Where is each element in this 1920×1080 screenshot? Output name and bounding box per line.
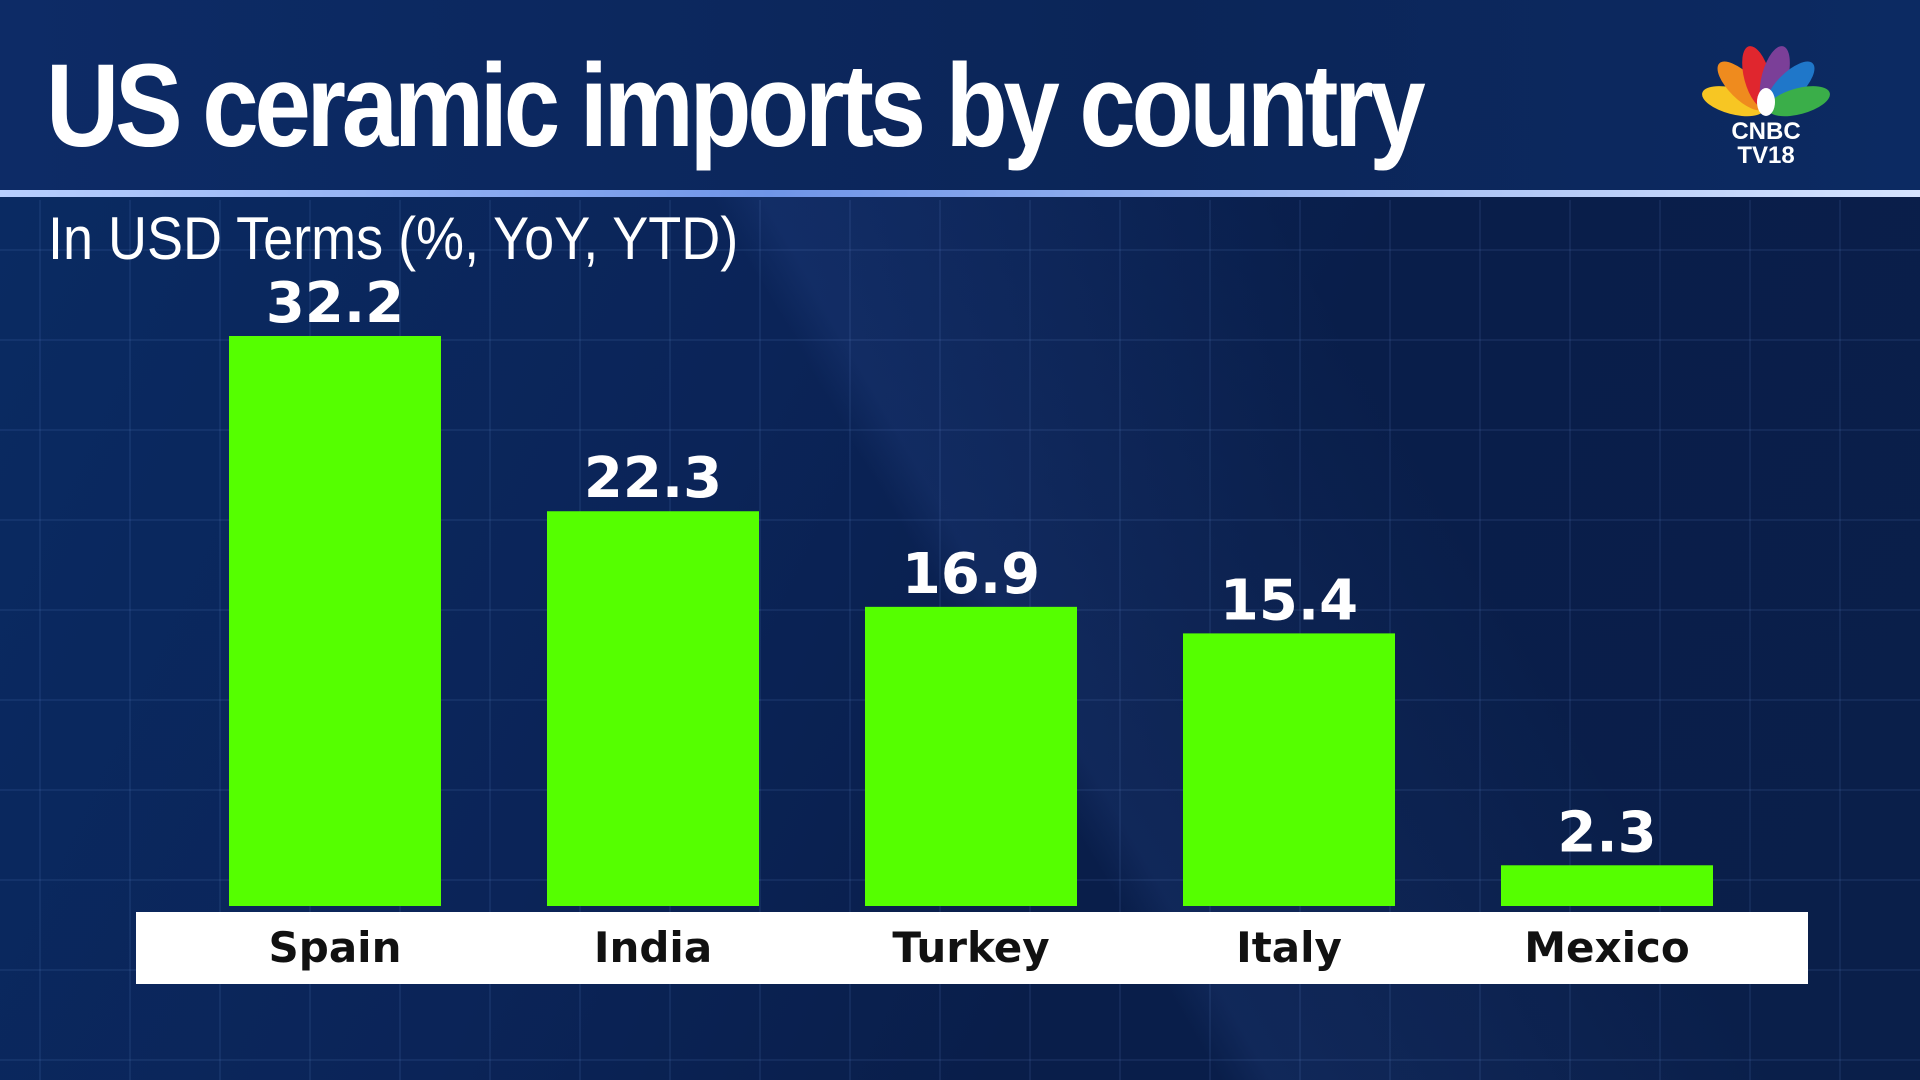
bar-turkey [865,606,1077,906]
category-label: Mexico [1524,923,1690,972]
cnbc-tv18-logo: CNBC TV18 [1696,40,1836,170]
category-axis-band [136,912,1808,984]
header-band [0,0,1920,192]
data-label: 22.3 [584,446,722,511]
category-label: India [594,923,712,972]
data-label: 16.9 [902,542,1040,607]
peacock-feather [1767,86,1830,117]
page-title: US ceramic imports by country [46,40,1426,172]
data-label: 2.3 [1557,800,1656,865]
data-label: 32.2 [266,271,404,336]
logo-line-2: TV18 [1737,142,1795,169]
category-label: Turkey [892,923,1049,972]
peacock-icon [1702,46,1830,117]
peacock-body [1757,88,1775,116]
category-label: Spain [269,923,402,972]
logo-wordmark: CNBC TV18 [1696,120,1836,168]
chart-subtitle: In USD Terms (%, YoY, YTD) [48,205,739,272]
bar-italy [1183,633,1395,906]
bar-spain [229,336,441,906]
logo-line-1: CNBC [1731,118,1801,145]
category-label: Italy [1236,923,1342,972]
data-label: 15.4 [1220,568,1358,633]
bar-mexico [1501,865,1713,906]
bar-india [547,511,759,906]
header-divider [0,190,1920,197]
